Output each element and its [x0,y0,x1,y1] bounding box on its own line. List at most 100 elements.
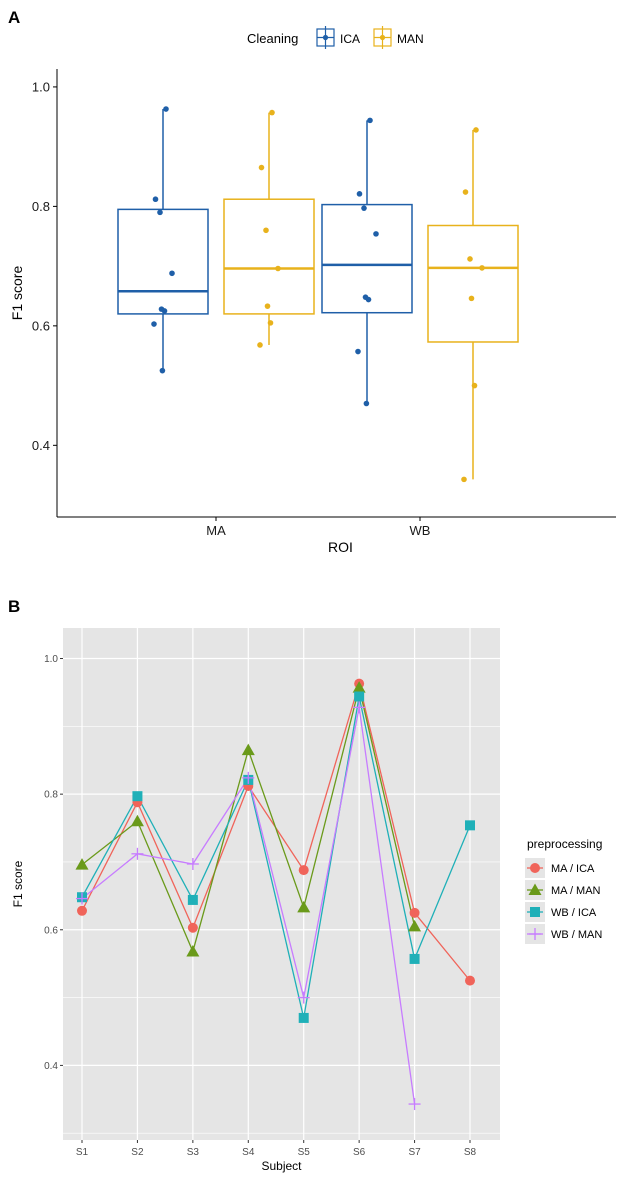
data-point [354,691,365,702]
data-point [297,991,310,1004]
jitter-point [363,400,370,407]
jitter-point [263,227,269,234]
x-tick-label: S4 [242,1147,255,1158]
jitter-point [157,209,163,216]
y-tick-label: 0.6 [32,318,50,333]
data-point [408,919,422,932]
x-tick-label: S8 [464,1147,477,1158]
panel-a: A Cleaning ICA MAN 0.4 0.6 0.8 1.0 MA WB ROI F1 s… [8,8,616,555]
data-point [130,814,144,827]
jitter-point [468,295,475,302]
y-tick-label: 1.0 [32,79,50,94]
jitter-point [275,265,281,272]
panel-b: B 0.4 0.6 0.8 1.0 S1 S2 S3 S4 S5 S6 S7 S8 Subject F1 … [8,597,602,1173]
panel-b-label: B [8,597,20,616]
box-ica-ma [117,208,209,315]
data-point [353,701,366,714]
jitter-point [169,270,175,277]
legend-key-marker [529,928,541,940]
jitter-point [159,367,166,374]
data-point [77,905,87,916]
jitter-point [471,382,478,389]
data-point [352,681,366,693]
data-point [187,894,198,905]
boxplot-area: 0.4 0.6 0.8 1.0 MA WB ROI F1 score [9,69,616,555]
legend-key-marker [528,883,542,895]
data-point [241,743,255,756]
x-axis-title: ROI [328,539,353,555]
box-man-wb [427,224,519,343]
jitter-point [161,308,168,314]
data-point [187,922,198,933]
data-point [186,944,200,957]
jitter-point [373,231,379,237]
data-point [298,865,309,876]
legend-label: ICA [340,32,360,46]
legend-key-marker [530,863,540,873]
jitter-point [356,191,363,197]
y-tick-label: 0.4 [32,438,50,453]
jitter-point [367,117,373,124]
legend-cleaning: Cleaning ICA MAN [247,26,424,49]
legend-label: WB / MAN [551,929,602,941]
y-axis-title: F1 score [9,266,25,321]
data-point [409,907,420,918]
jitter-point [264,303,271,309]
jitter-point [269,109,275,116]
jitter-point [355,348,361,355]
plot-panel-background [63,628,500,1140]
legend-label: MA / ICA [551,863,595,875]
y-tick-label: 0.6 [44,925,58,936]
y-tick-label: 0.8 [32,199,50,214]
y-axis-title: F1 score [11,860,25,907]
jitter-point [163,106,169,112]
legend-key-point [379,34,386,41]
data-point [297,900,311,913]
jitter-point [258,164,265,171]
box-man-ma [223,198,315,315]
data-point [75,858,89,870]
x-tick-label: S6 [353,1147,366,1158]
data-point [242,771,255,784]
data-point [409,953,420,964]
box-ica-wb [321,203,413,314]
x-tick-label: MA [206,523,226,538]
y-tick-label: 0.4 [44,1061,58,1072]
x-tick-label: S3 [187,1147,200,1158]
jitter-point [152,196,159,203]
legend-label: MAN [397,32,424,46]
lineplot-area: 0.4 0.6 0.8 1.0 S1 S2 S3 S4 S5 S6 S7 S8 Subject F1 sc… [11,628,500,1173]
legend-title: preprocessing [527,837,602,851]
y-tick-label: 0.8 [44,790,58,801]
legend-label: WB / ICA [551,907,597,919]
x-tick-label: S2 [131,1147,144,1158]
jitter-point [267,320,274,326]
x-tick-label: S5 [298,1147,311,1158]
panel-a-label: A [8,8,20,27]
data-point [298,1012,309,1023]
jitter-point [461,476,467,483]
data-point [465,820,475,831]
jitter-point [257,342,263,348]
jitter-point [151,321,157,327]
data-point [76,892,88,905]
x-tick-label: WB [410,523,431,538]
jitter-point [361,205,367,211]
x-tick-label: S1 [76,1147,89,1158]
x-tick-label: S7 [408,1147,421,1158]
data-point [132,791,143,802]
data-point [465,975,475,986]
jitter-point [462,189,469,195]
legend-key-point [322,34,329,41]
jitter-point [479,265,485,271]
y-tick-label: 1.0 [44,654,58,665]
data-point [408,1098,421,1111]
jitter-point [365,296,372,303]
data-point [186,857,199,870]
legend-label: MA / MAN [551,885,601,897]
legend-key-marker [530,907,540,917]
series-line-wb-ica [81,696,471,1019]
x-axis-title: Subject [261,1159,302,1173]
legend-preprocessing: preprocessing MA / ICA MA / MAN WB / ICA WB … [525,837,602,944]
